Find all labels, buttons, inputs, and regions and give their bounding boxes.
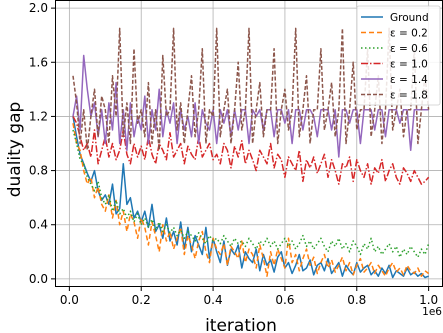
y-tick-label: 0.0 [29,272,48,286]
x-axis-label: iteration [205,316,277,333]
legend-label: ε = 1.0 [390,59,428,71]
legend-label: ε = 1.8 [390,90,428,102]
legend-label: ε = 1.4 [390,74,428,86]
y-tick-label: 0.4 [29,218,48,232]
y-tick-label: 1.6 [29,55,48,69]
series-lines [72,27,430,279]
x-tick-label: 0.4 [204,293,223,307]
axis-ticks: 0.0 0.2 0.4 0.6 0.8 1.0 0.0 0.4 0.8 1.2 1.6 2.0 [29,1,438,307]
x-tick-label: 0.6 [275,293,294,307]
legend: Ground ε = 0.2 ε = 0.6 ε = 1.0 ε = 1.4 ε = 1.… [356,5,441,106]
y-axis-label: duality gap [5,102,25,198]
legend-label: Ground [390,12,429,24]
y-tick-label: 1.2 [29,109,48,123]
x-tick-label: 0.8 [347,293,366,307]
series-line [72,123,430,277]
legend-label: ε = 0.6 [390,43,428,55]
series-line [72,116,429,279]
series-line [72,129,430,258]
y-tick-label: 2.0 [29,1,48,15]
x-tick-label: 1.0 [419,293,438,307]
x-tick-label: 0.2 [132,293,151,307]
x-offset-label: 1e6 [422,306,442,318]
legend-label: ε = 0.2 [390,28,428,40]
y-tick-label: 0.8 [29,164,48,178]
x-tick-label: 0.0 [60,293,79,307]
series-line [72,116,430,185]
legend-box [356,5,441,106]
